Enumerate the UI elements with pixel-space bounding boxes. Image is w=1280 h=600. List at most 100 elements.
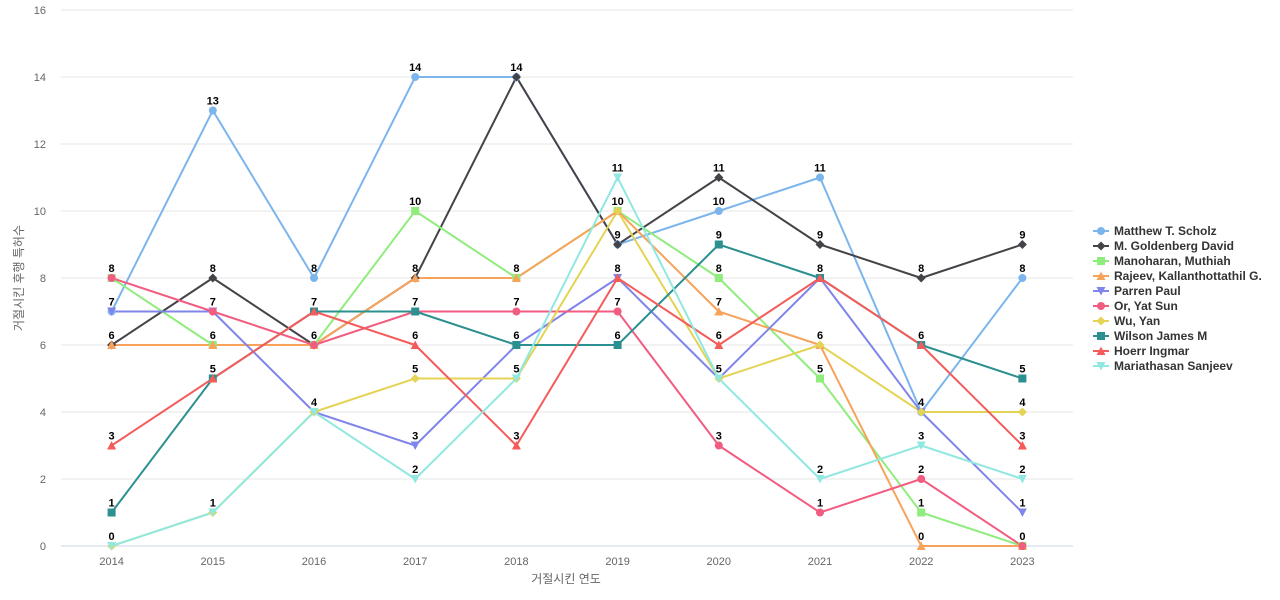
data-point <box>410 273 420 282</box>
data-point <box>613 307 622 316</box>
data-label: 10 <box>611 196 623 208</box>
data-point <box>613 341 622 349</box>
x-tick-label: 2020 <box>707 556 731 568</box>
legend-item[interactable]: Manoharan, Muthiah <box>1093 254 1231 268</box>
data-label: 3 <box>109 431 115 443</box>
data-point <box>511 441 521 450</box>
data-labels: 7680131386715864714810375621486753910876… <box>109 62 1027 543</box>
legend-item[interactable]: Mariathasan Sanjeev <box>1093 359 1233 373</box>
data-point <box>916 407 926 417</box>
data-point <box>107 542 117 551</box>
data-label: 0 <box>1019 531 1025 543</box>
data-point <box>410 475 420 484</box>
data-label: 3 <box>513 431 519 443</box>
data-label: 7 <box>615 297 621 309</box>
legend-item[interactable]: Or, Yat Sun <box>1093 299 1178 313</box>
series-line <box>111 210 1023 547</box>
legend-label: Mariathasan Sanjeev <box>1114 359 1233 373</box>
data-label: 3 <box>412 431 418 443</box>
data-point <box>916 340 926 349</box>
data-label: 14 <box>510 62 523 74</box>
legend-item[interactable]: Wilson James M <box>1093 329 1207 343</box>
legend-item[interactable]: Rajeev, Kallanthottathil G. <box>1093 269 1262 283</box>
data-label: 6 <box>412 330 418 342</box>
legend-marker <box>1096 271 1106 280</box>
legend-item[interactable]: M. Goldenberg David <box>1093 239 1234 253</box>
data-label: 8 <box>615 263 621 275</box>
data-label: 7 <box>109 297 115 309</box>
data-point <box>916 541 926 550</box>
data-label: 5 <box>513 364 519 376</box>
data-label: 5 <box>716 364 722 376</box>
data-point <box>107 340 117 349</box>
data-label: 8 <box>1019 263 1025 275</box>
series-line <box>111 76 1023 346</box>
data-label: 7 <box>210 297 216 309</box>
legend-item[interactable]: Wu, Yan <box>1093 314 1160 328</box>
data-label: 0 <box>109 531 115 543</box>
data-point <box>816 374 824 383</box>
data-point <box>714 240 723 249</box>
y-tick-label: 16 <box>34 5 46 17</box>
data-point <box>613 206 623 216</box>
legend-item[interactable]: Matthew T. Scholz <box>1093 224 1217 238</box>
x-axis-title: 거절시킨 연도 <box>531 572 601 586</box>
legend-item[interactable]: Hoerr Ingmar <box>1093 344 1190 358</box>
legend-label: Hoerr Ingmar <box>1114 344 1190 358</box>
series-line <box>111 210 1023 547</box>
data-point <box>916 273 926 283</box>
x-tick-label: 2022 <box>909 556 933 568</box>
x-tick-label: 2021 <box>808 556 832 568</box>
x-tick-label: 2015 <box>201 556 225 568</box>
data-label: 2 <box>1019 464 1025 476</box>
y-tick-label: 14 <box>34 72 46 84</box>
series-line <box>110 243 1023 514</box>
data-label: 11 <box>713 163 725 175</box>
data-point <box>1017 475 1027 484</box>
legend-label: Matthew T. Scholz <box>1114 224 1217 238</box>
y-tick-label: 10 <box>34 206 46 218</box>
data-point <box>107 508 116 517</box>
data-point <box>410 340 420 349</box>
data-label: 5 <box>210 364 216 376</box>
data-point <box>613 240 623 249</box>
data-point <box>815 475 825 484</box>
legend-marker <box>1096 287 1106 296</box>
data-label: 9 <box>1019 230 1025 242</box>
data-point <box>208 307 217 316</box>
data-label: 9 <box>817 230 823 242</box>
data-label: 8 <box>412 263 418 275</box>
series-line <box>111 277 1023 547</box>
legend-item[interactable]: Parren Paul <box>1093 284 1181 298</box>
data-label: 8 <box>109 263 115 275</box>
series-line <box>111 210 1023 547</box>
y-tick-label: 4 <box>40 407 46 419</box>
data-label: 1 <box>918 498 924 510</box>
data-point <box>714 340 724 349</box>
data-label: 8 <box>716 263 722 275</box>
data-point <box>917 508 926 517</box>
data-label: 1 <box>109 498 115 510</box>
data-point <box>107 274 116 282</box>
data-point <box>107 441 117 450</box>
data-point <box>714 307 724 316</box>
data-label: 13 <box>207 96 219 108</box>
data-point <box>816 173 824 182</box>
data-label: 10 <box>713 196 725 208</box>
x-tick-label: 2019 <box>605 556 629 568</box>
data-point <box>916 441 926 450</box>
data-label: 2 <box>918 464 924 476</box>
data-label: 4 <box>918 397 925 409</box>
data-label: 1 <box>817 498 823 510</box>
data-point <box>917 475 926 483</box>
data-label: 0 <box>918 531 924 543</box>
data-label: 6 <box>716 330 722 342</box>
data-label: 7 <box>513 297 519 309</box>
data-point <box>410 374 420 383</box>
data-label: 10 <box>409 196 421 208</box>
data-point <box>208 508 218 517</box>
data-point <box>1018 374 1027 383</box>
data-point <box>410 441 420 450</box>
data-label: 5 <box>817 364 823 376</box>
data-point <box>310 274 318 282</box>
